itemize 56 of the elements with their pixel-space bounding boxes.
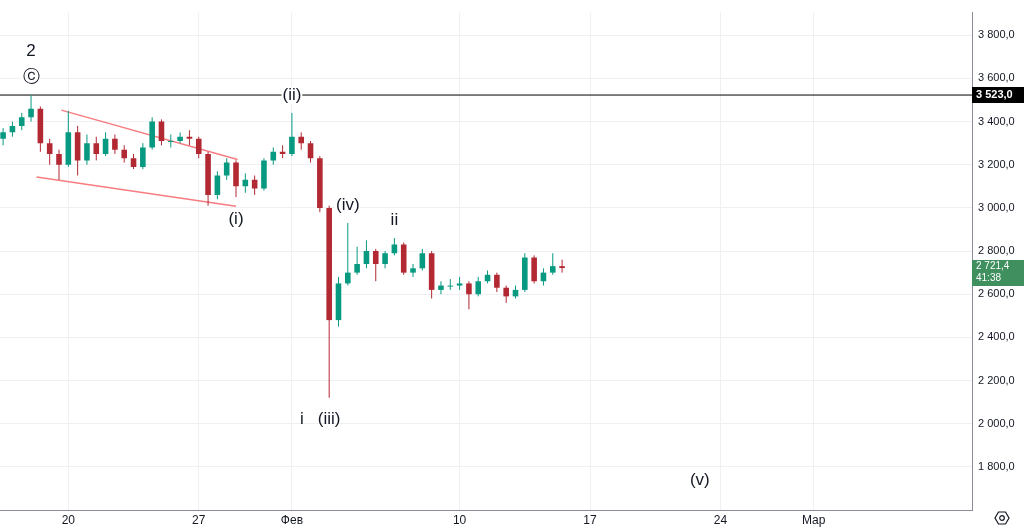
candlestick: [354, 246, 360, 276]
annotation: (iii): [317, 409, 341, 429]
y-tick-label: 2 600,0: [978, 287, 1015, 300]
annotation: ii: [390, 209, 399, 229]
candlestick: [494, 272, 500, 293]
annotation: 2: [26, 40, 36, 60]
y-tick-label: 3 800,0: [978, 28, 1015, 41]
text: 41:38: [976, 271, 1002, 283]
candlestick: [46, 138, 53, 166]
candlestick: [140, 142, 146, 170]
candlestick: [84, 134, 90, 166]
candlestick: [0, 127, 6, 146]
candlestick: [559, 259, 565, 274]
candlestick: [345, 222, 351, 287]
x-tick-label: Мар: [801, 512, 826, 527]
candlestick: [28, 94, 34, 123]
y-tick-label: 1 800,0: [978, 459, 1015, 472]
x-tick-label: 27: [192, 512, 206, 527]
candlestick: [177, 131, 183, 144]
annotation: (iv): [336, 194, 360, 214]
candlestick: [372, 248, 379, 282]
ref-line-label: 3 523,0: [976, 88, 1013, 101]
annotation: (v): [689, 469, 710, 489]
y-tick-label: 2 400,0: [978, 330, 1015, 343]
x-tick-label: 17: [583, 512, 598, 527]
candlestick: [289, 112, 295, 157]
y-tick-label: 2 000,0: [978, 416, 1015, 429]
annotation: i: [300, 409, 304, 429]
x-tick-label: 24: [713, 512, 728, 527]
candlestick: [466, 280, 472, 310]
y-tick-label: 3 400,0: [978, 114, 1015, 127]
y-tick-label: 3 600,0: [978, 71, 1015, 84]
x-tick-label: 10: [452, 512, 467, 527]
y-tick-label: 3 200,0: [978, 157, 1015, 170]
x-tick-label: 20: [61, 512, 76, 527]
y-tick-label: 2 800,0: [978, 244, 1015, 257]
candlestick: [410, 263, 416, 278]
candlestick: [223, 157, 230, 181]
annotation: ⓒ: [22, 66, 40, 86]
candlestick: [447, 278, 454, 291]
candlestick: [112, 134, 118, 155]
annotation: (ii): [282, 84, 302, 104]
candlestick: [56, 149, 62, 181]
candlestick: [549, 252, 556, 276]
candlestick: [475, 276, 482, 297]
candlestick: [93, 136, 100, 161]
candlestick: [531, 254, 537, 284]
y-tick-label: 2 200,0: [978, 373, 1015, 386]
candlestick: [438, 280, 444, 295]
text: 2 721,4: [976, 259, 1010, 271]
candlestick: [233, 159, 239, 198]
candlestick: [195, 136, 202, 159]
y-tick-label: 3 000,0: [978, 200, 1015, 213]
annotation: (i): [228, 208, 244, 228]
x-tick-label: Фев: [280, 512, 303, 527]
candlestick: [363, 239, 370, 269]
